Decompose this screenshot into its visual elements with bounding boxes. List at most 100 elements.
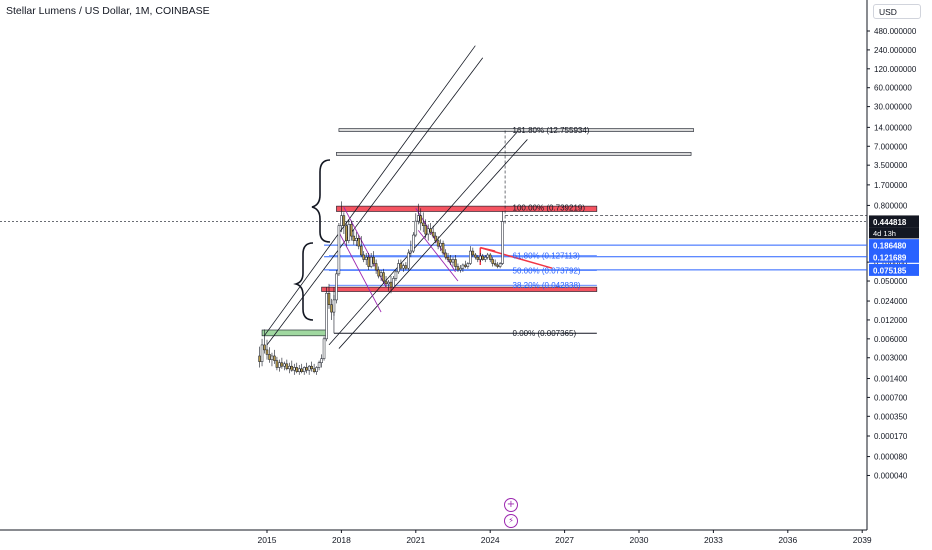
candle-body xyxy=(483,256,487,260)
y-tick-label: 30.000000 xyxy=(874,103,912,112)
candle-body xyxy=(441,242,445,254)
candle-body xyxy=(454,259,457,267)
candle-body xyxy=(288,365,291,370)
candle-body xyxy=(310,365,313,370)
candle-body xyxy=(258,355,261,362)
y-tick-label: 0.000170 xyxy=(874,432,908,441)
candle-body xyxy=(426,228,430,235)
channel-line xyxy=(338,139,528,349)
x-tick-label: 2039 xyxy=(853,535,872,545)
price-tag-sub-bg xyxy=(869,227,919,239)
y-tick-label: 1.700000 xyxy=(874,181,908,190)
zone-rect xyxy=(336,152,692,156)
price-tag-bg xyxy=(869,263,919,276)
candle-body xyxy=(275,360,279,368)
candle-body xyxy=(496,264,499,267)
candle-body xyxy=(374,263,378,271)
bolt-icon[interactable]: ⚡ xyxy=(504,514,518,528)
candle-body xyxy=(397,263,400,273)
currency-selector[interactable]: USD xyxy=(873,4,921,19)
x-tick-label: 2024 xyxy=(481,535,500,545)
candle-body xyxy=(345,225,348,241)
y-tick-label: 0.003000 xyxy=(874,354,908,363)
x-tick-label: 2030 xyxy=(630,535,649,545)
add-indicator-button[interactable]: + xyxy=(504,498,518,512)
price-tag-label: 0.121689 xyxy=(873,253,907,262)
y-tick-label: 60.000000 xyxy=(874,84,912,93)
candle-body xyxy=(466,263,470,267)
candle-body xyxy=(327,292,331,305)
candle-body xyxy=(449,259,452,263)
candle-body xyxy=(369,256,373,267)
candle-body xyxy=(451,259,455,263)
candle-body xyxy=(340,215,343,226)
candle-body xyxy=(342,215,346,226)
candle-body xyxy=(486,254,489,258)
candle-body xyxy=(367,256,370,267)
candle-body xyxy=(493,263,497,266)
candle-body xyxy=(414,220,418,236)
candle-body xyxy=(424,225,427,235)
candle-body xyxy=(347,224,351,241)
candle-body xyxy=(419,215,423,224)
y-tick-label: 0.000080 xyxy=(874,453,908,462)
candle-body xyxy=(320,358,323,363)
triangle-line xyxy=(480,246,496,252)
candle-body xyxy=(359,245,363,256)
candle-body xyxy=(357,238,361,247)
candle-body xyxy=(278,362,281,368)
candle-body xyxy=(362,254,365,260)
candle-body xyxy=(283,363,286,367)
candle-body xyxy=(384,280,388,285)
candle-body xyxy=(335,273,338,301)
fib-label: 50.00% (0.073792) xyxy=(513,266,581,275)
candle-body xyxy=(300,368,303,372)
candle-body xyxy=(488,254,492,260)
y-tick-label: 0.001400 xyxy=(874,375,908,384)
y-tick-label: 0.000040 xyxy=(874,471,908,480)
candle-body xyxy=(387,281,390,285)
candle-body xyxy=(476,256,480,260)
candle-body xyxy=(307,365,311,371)
candle-body xyxy=(290,365,294,371)
candle-body xyxy=(325,292,328,340)
candle-body xyxy=(421,222,425,226)
candle-body xyxy=(471,250,475,256)
fib-label: 61.80% (0.127113) xyxy=(513,252,581,261)
price-tag-label: 0.186480 xyxy=(873,242,907,251)
y-tick-label: 0.050000 xyxy=(874,277,908,286)
candle-body xyxy=(377,269,380,277)
y-tick-label: 3.500000 xyxy=(874,161,908,170)
brace-lower xyxy=(293,242,314,321)
candle-body xyxy=(392,278,395,288)
candle-body xyxy=(399,263,403,269)
candle-body xyxy=(407,252,410,269)
price-tag-bg xyxy=(869,250,919,263)
y-tick-label: 0.800000 xyxy=(874,201,908,210)
y-tick-label: 0.006000 xyxy=(874,335,908,344)
candle-body xyxy=(501,221,504,264)
y-tick-label: 0.012000 xyxy=(874,316,908,325)
y-tick-label: 7.000000 xyxy=(874,142,908,151)
price-tag-label: 0.444818 xyxy=(873,218,907,227)
brace-upper xyxy=(311,159,331,243)
candle-body xyxy=(417,215,420,222)
price-tag-label: 0.075185 xyxy=(873,266,907,275)
candle-body xyxy=(364,256,368,260)
x-tick-label: 2036 xyxy=(778,535,797,545)
candle-body xyxy=(280,362,284,367)
y-tick-label: 480.000000 xyxy=(874,27,917,36)
candle-body xyxy=(263,344,266,351)
zone-rect xyxy=(338,128,694,132)
y-tick-label: 0.024000 xyxy=(874,297,908,306)
candle-body xyxy=(350,224,353,237)
x-tick-label: 2015 xyxy=(258,535,277,545)
y-tick-label: 120.000000 xyxy=(874,65,917,74)
candle-body xyxy=(355,238,358,241)
candle-body xyxy=(330,304,333,313)
fib-label: 0.00% (0.007365) xyxy=(513,329,577,338)
candle-body xyxy=(444,252,447,258)
price-tag-sub: 4d 13h xyxy=(873,229,896,238)
candle-body xyxy=(295,367,299,372)
